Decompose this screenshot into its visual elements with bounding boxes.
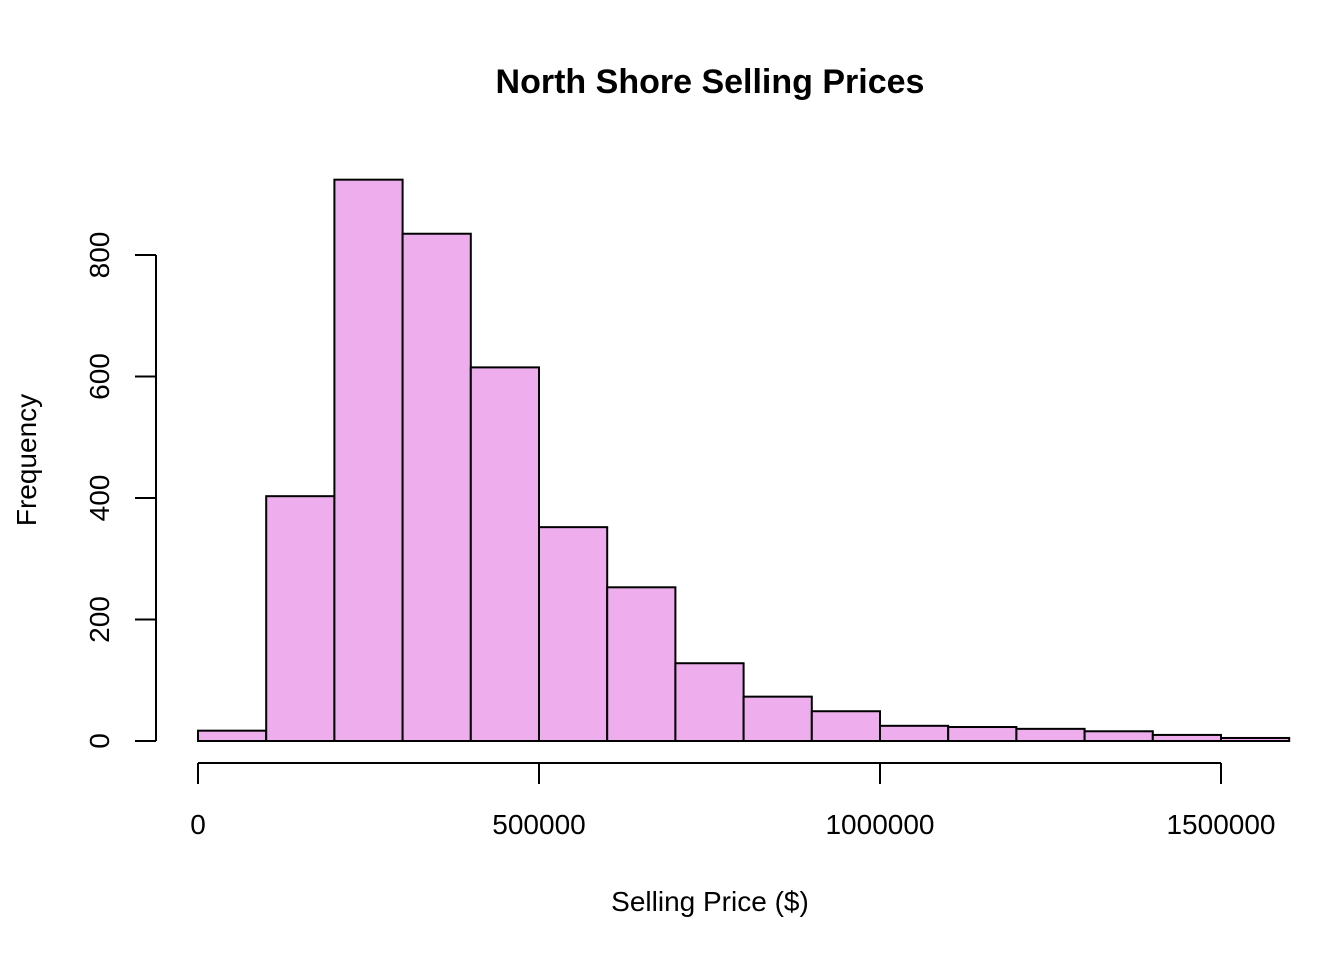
histogram-bar [1151, 733, 1223, 742]
chart-title: North Shore Selling Prices [496, 63, 925, 101]
x-tick-label: 1000000 [825, 809, 934, 840]
y-tick-label: 0 [84, 733, 115, 749]
y-axis: 0 200 400 600 800 [84, 232, 157, 749]
histogram-bar [265, 495, 336, 742]
histogram-bar [606, 586, 677, 742]
x-axis-label: Selling Price ($) [611, 886, 809, 917]
histogram-bar [1015, 727, 1086, 742]
histogram-bars [197, 178, 1291, 743]
y-tick-label: 400 [84, 475, 115, 522]
histogram-bar [810, 710, 881, 742]
histogram-bar [401, 232, 472, 743]
histogram-bar [674, 662, 745, 742]
y-tick-label: 800 [84, 232, 115, 279]
y-tick-label: 200 [84, 596, 115, 643]
histogram-bar [879, 724, 950, 742]
x-tick-label: 1500000 [1166, 809, 1275, 840]
histogram-bar [333, 178, 404, 743]
x-tick-label: 500000 [492, 809, 585, 840]
histogram-bar [1220, 736, 1291, 743]
histogram-bar [469, 366, 540, 742]
histogram-bar [538, 526, 609, 742]
histogram-bar [947, 726, 1018, 743]
y-axis-label: Frequency [11, 394, 42, 526]
y-tick-label: 600 [84, 353, 115, 400]
histogram-bar [742, 695, 813, 743]
histogram-bar [197, 729, 268, 742]
x-tick-label: 0 [190, 809, 206, 840]
x-axis: 0 500000 1000000 1500000 [190, 762, 1276, 840]
histogram-bar [1083, 730, 1154, 743]
